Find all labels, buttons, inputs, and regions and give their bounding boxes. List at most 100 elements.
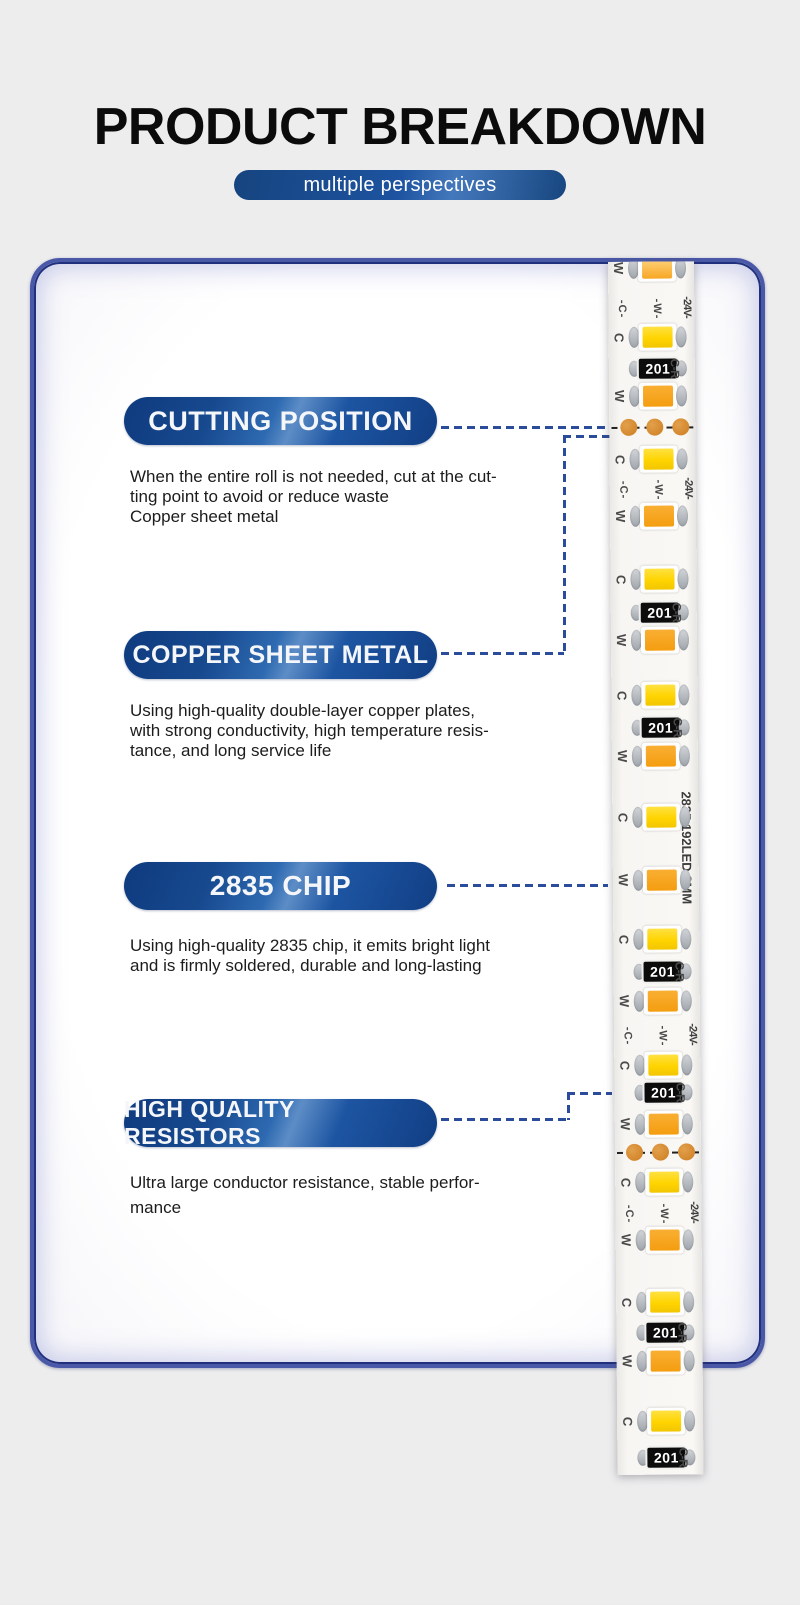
led-body [641, 742, 680, 770]
connector-segment [567, 1092, 570, 1120]
led-phosphor [648, 1113, 679, 1135]
led-phosphor [649, 1229, 680, 1251]
led-solder-pad [674, 261, 687, 279]
resistor-side-label: C-R [667, 358, 682, 379]
led-body [638, 382, 678, 410]
resistor-side-label: C-R [669, 602, 684, 623]
led-solder-pad [678, 684, 690, 706]
led-phosphor [644, 629, 676, 651]
led-chip-cool-white: C [608, 323, 694, 351]
led-channel-label: W [615, 874, 631, 887]
cut-copper-dot [625, 1143, 644, 1161]
led-body [645, 1226, 684, 1254]
led-chip-warm-white: W [615, 1110, 701, 1138]
led-phosphor [643, 505, 675, 527]
led-phosphor [651, 1410, 682, 1432]
led-body [646, 1407, 686, 1435]
subtitle-pill: multiple perspectives [234, 170, 566, 200]
connector-segment [563, 435, 612, 438]
pad-label-24v: -24V- [682, 477, 695, 500]
led-body [640, 565, 679, 593]
callout-label: HIGH QUALITY RESISTORS [124, 1096, 295, 1149]
led-chip-cool-white: C [613, 925, 699, 953]
led-phosphor [650, 1291, 681, 1313]
led-channel-label: C [618, 1177, 634, 1188]
led-solder-pad [680, 990, 692, 1012]
led-solder-pad [683, 1350, 695, 1372]
led-channel-label: C [616, 934, 632, 945]
led-channel-label: W [611, 262, 627, 275]
led-channel-label: W [613, 634, 630, 647]
callout-pill-2835-chip: 2835 CHIP [124, 862, 437, 910]
led-solder-pad [684, 1410, 696, 1432]
subtitle-label: multiple perspectives [303, 173, 497, 196]
led-body [643, 925, 682, 953]
led-phosphor [646, 869, 677, 891]
resistor-side-label: C-R [676, 1447, 691, 1468]
cut-copper-dot [646, 418, 664, 436]
connector-segment [447, 884, 608, 887]
led-body [644, 1051, 683, 1079]
led-body [643, 987, 682, 1015]
led-chip-warm-white: W [614, 987, 700, 1015]
solder-pad-labels: - C - - W - -24V- [615, 1197, 701, 1228]
led-channel-label: W [614, 750, 630, 763]
resistor-side-label: C-R [672, 961, 687, 982]
resistor-201: 201 C-R [613, 961, 699, 982]
led-body [646, 1347, 685, 1375]
pad-label-w: - W - [650, 298, 663, 318]
led-solder-pad [681, 1054, 693, 1076]
led-channel-label: W [619, 1355, 635, 1368]
led-body [639, 502, 679, 530]
resistor-201: 201 C-R [617, 1447, 703, 1468]
led-solder-pad [677, 568, 689, 590]
led-solder-pad [677, 629, 690, 651]
led-phosphor [643, 448, 674, 470]
led-solder-pad [681, 1113, 693, 1135]
pad-label-24v: -24V- [687, 1201, 701, 1224]
connector-segment [567, 1092, 612, 1095]
led-solder-pad [675, 385, 688, 407]
led-body [641, 681, 680, 709]
led-channel-label: C [613, 574, 629, 585]
pad-label-w: - W - [652, 479, 665, 499]
resistor-201: 201 C-R [611, 602, 697, 623]
led-phosphor [647, 990, 678, 1012]
led-phosphor [642, 326, 673, 348]
connector-segment [563, 435, 566, 654]
led-channel-label: W [618, 1234, 634, 1247]
led-channel-label: W [616, 995, 632, 1008]
led-body [646, 1288, 685, 1316]
connector-segment [441, 1118, 568, 1121]
led-chip-warm-white: W [616, 1226, 702, 1254]
led-chip-warm-white: W [613, 866, 699, 894]
led-channel-label: C [617, 1060, 633, 1071]
led-chip-warm-white: W [610, 502, 696, 530]
pad-label-c: - C - [621, 1026, 634, 1044]
led-solder-pad [683, 1291, 695, 1313]
led-channel-label: W [612, 390, 628, 403]
led-body [637, 261, 677, 282]
cut-copper-dot [677, 1143, 696, 1161]
callout-description-copper-sheet-metal: Using high-quality double-layer copper p… [130, 701, 489, 760]
led-body [644, 1110, 683, 1138]
pad-label-c: - C - [617, 480, 630, 498]
pad-label-w: - W - [656, 1025, 669, 1045]
led-body [645, 1168, 684, 1196]
resistor-side-label: C-R [670, 717, 685, 738]
led-chip-cool-white: C [615, 1168, 701, 1196]
connector-segment [441, 652, 564, 655]
connector-segment [441, 426, 616, 429]
cut-copper-dot [620, 418, 638, 436]
led-solder-pad [682, 1229, 694, 1251]
callout-label: CUTTING POSITION [148, 405, 413, 436]
led-chip-warm-white: W [609, 382, 695, 410]
resistor-201: 201 C-R [614, 1082, 700, 1103]
led-chip-cool-white: C [609, 445, 695, 473]
callout-label: 2835 CHIP [209, 870, 352, 901]
led-phosphor [645, 745, 676, 767]
callout-label: COPPER SHEET METAL [132, 640, 429, 669]
led-channel-label: W [612, 510, 629, 523]
callout-description-cutting-position: When the entire roll is not needed, cut … [130, 467, 497, 526]
led-phosphor [648, 1054, 679, 1076]
